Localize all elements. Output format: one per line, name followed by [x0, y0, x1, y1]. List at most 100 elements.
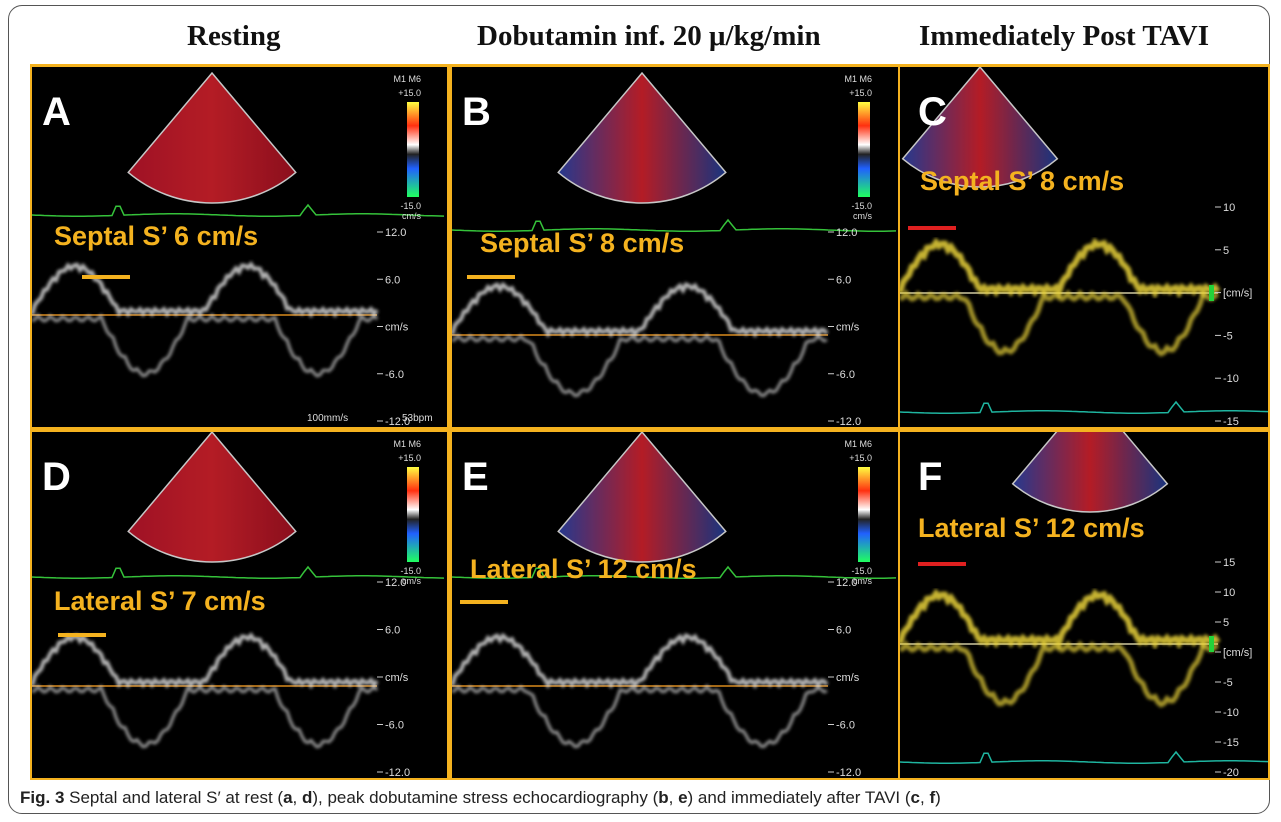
caption-text: e: [678, 788, 687, 807]
marker-bar: [918, 562, 966, 566]
scale-label: -15: [1223, 416, 1239, 427]
scale-label: 6.0: [385, 274, 400, 286]
measurement-label: Septal S’ 8 cm/s: [480, 228, 684, 258]
caption-text: ,: [293, 788, 302, 807]
echo-sector: [128, 432, 295, 562]
doppler-trace: [452, 285, 827, 336]
scale-label: 6.0: [385, 625, 400, 637]
echo-sector: [1013, 432, 1168, 512]
scale-label: cm/s: [385, 322, 409, 334]
caption-text: c: [911, 788, 920, 807]
scale-label: -6.0: [836, 720, 855, 732]
caption-text: ,: [669, 788, 678, 807]
panel-letter: D: [42, 455, 71, 499]
colorbar-label: -15.0: [851, 201, 872, 211]
scale-label: 10: [1223, 202, 1235, 214]
echo-sector: [558, 73, 725, 203]
scale-label: [cm/s]: [1223, 647, 1252, 659]
echo-panel: BSeptal S’ 8 cm/s12.06.0cm/s-6.0-12.0M1 …: [452, 67, 898, 427]
measurement-label: Lateral S’ 7 cm/s: [54, 586, 266, 616]
measurement-label: Lateral S’ 12 cm/s: [470, 554, 697, 584]
doppler-trace: [900, 594, 1218, 645]
scale-label: -15: [1223, 737, 1239, 749]
scale-label: -5: [1223, 677, 1233, 689]
marker-bar: [58, 633, 106, 637]
scale-label: 10: [1223, 587, 1235, 599]
doppler-trace: [900, 243, 1218, 294]
caption: Fig. 3 Septal and lateral S′ at rest (a,…: [20, 788, 941, 808]
caption-text: ), peak dobutamine stress echocardiograp…: [312, 788, 658, 807]
zero-marker: [1209, 636, 1214, 652]
ecg-trace: [32, 567, 444, 578]
doppler-trace: [32, 686, 377, 747]
doppler-trace: [452, 686, 827, 746]
caption-text: Septal and lateral S′ at rest (: [69, 788, 283, 807]
scale-label: 5: [1223, 617, 1229, 629]
scale-label: 12.0: [385, 227, 406, 239]
doppler-trace: [32, 635, 377, 686]
footer-label: 100mm/s: [307, 413, 348, 424]
colorbar-label: M1 M6: [844, 439, 872, 449]
scale-label: -6.0: [385, 369, 404, 381]
colorbar-label: -15.0: [400, 566, 421, 576]
column-header: Resting: [187, 20, 280, 53]
marker-bar: [82, 275, 130, 279]
measurement-label: Lateral S’ 12 cm/s: [918, 513, 1145, 543]
colorbar-label: M1 M6: [844, 74, 872, 84]
marker-bar: [467, 275, 515, 279]
scale-label: cm/s: [836, 672, 860, 684]
measurement-label: Septal S’ 6 cm/s: [54, 221, 258, 251]
caption-text: a: [283, 788, 292, 807]
colorbar-label: cm/s: [402, 211, 421, 221]
colorbar-label: M1 M6: [393, 74, 421, 84]
scale-label: 15: [1223, 557, 1235, 569]
zero-marker: [1209, 285, 1214, 301]
scale-label: -5: [1223, 330, 1233, 342]
panel-letter: E: [462, 455, 489, 499]
colorbar-label: cm/s: [402, 576, 421, 586]
measurement-label: Septal S’ 8 cm/s: [920, 166, 1124, 196]
colorbar-label: +15.0: [398, 88, 421, 98]
doppler-trace: [32, 264, 377, 315]
column-header: Immediately Post TAVI: [919, 20, 1209, 53]
ecg-trace: [900, 402, 1268, 413]
colorbar-label: cm/s: [853, 576, 872, 586]
scale-label: -12.0: [836, 767, 861, 778]
caption-text: ): [935, 788, 941, 807]
scale-label: 12.0: [836, 227, 857, 239]
scale-label: -12.0: [385, 767, 410, 778]
panel-letter: C: [918, 90, 947, 134]
echo-sector: [558, 432, 725, 562]
caption-text: b: [658, 788, 668, 807]
colorbar: [407, 467, 419, 562]
scale-label: -20: [1223, 767, 1239, 778]
caption-text: d: [302, 788, 312, 807]
doppler-trace: [900, 644, 1218, 705]
doppler-trace: [452, 636, 827, 687]
panel-letter: F: [918, 455, 942, 499]
image-grid: ASeptal S’ 6 cm/s12.06.0cm/s-6.0-12.0M1 …: [30, 64, 1270, 780]
echo-panel: F Lateral S’ 12 cm/s 15 10 5 [cm/s] -5 -10 -15 -2…: [900, 432, 1268, 778]
scale-label: -12.0: [836, 416, 861, 427]
scale-label: -10: [1223, 373, 1239, 385]
colorbar-label: +15.0: [849, 88, 872, 98]
doppler-trace: [32, 315, 377, 376]
colorbar: [407, 102, 419, 197]
scale-label: -6.0: [385, 720, 404, 732]
echo-sector: [128, 73, 295, 203]
colorbar-label: +15.0: [398, 453, 421, 463]
caption-label: Fig. 3: [20, 788, 64, 807]
ecg-trace: [900, 752, 1268, 763]
panel-letter: B: [462, 90, 491, 134]
colorbar: [858, 102, 870, 197]
scale-label: -10: [1223, 707, 1239, 719]
colorbar: [858, 467, 870, 562]
ecg-trace: [32, 205, 444, 216]
scale-label: 5: [1223, 245, 1229, 257]
scale-label: cm/s: [836, 322, 860, 334]
doppler-trace: [452, 335, 827, 395]
echo-panel: CSeptal S’ 8 cm/s105[cm/s]-5-10-15: [900, 67, 1268, 427]
